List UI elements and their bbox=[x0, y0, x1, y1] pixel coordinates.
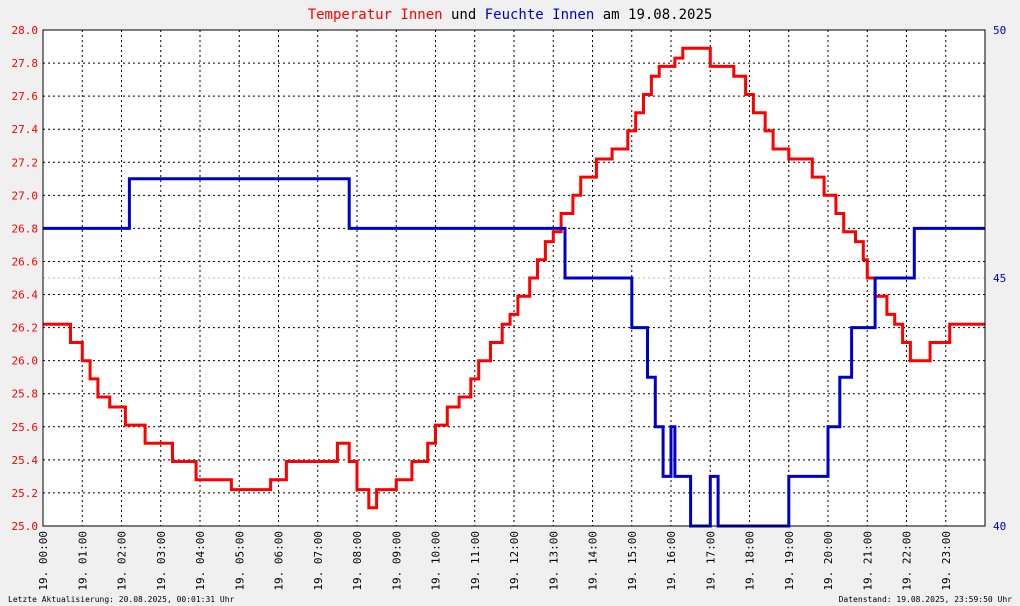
y-left-tick-label: 27.6 bbox=[12, 90, 39, 103]
y-left-tick-label: 26.2 bbox=[12, 322, 39, 335]
y-right-tick-label: 40 bbox=[993, 520, 1006, 533]
x-tick-label: 19. 03:00 bbox=[155, 531, 168, 591]
plot-frame bbox=[42, 29, 986, 527]
y-left-tick-label: 25.0 bbox=[12, 520, 39, 533]
y-left-tick-label: 25.2 bbox=[12, 487, 39, 500]
tick-labels: 19. 00:00 19. 01:00 19. 02:00 19. 03:00 19. … bbox=[12, 24, 1007, 591]
x-tick-label: 19. 11:00 bbox=[469, 531, 482, 591]
x-tick-label: 19. 12:00 bbox=[508, 531, 521, 591]
x-tick-label: 19. 23:00 bbox=[940, 531, 953, 591]
x-tick-label: 19. 09:00 bbox=[390, 531, 403, 591]
y-left-tick-label: 25.6 bbox=[12, 421, 39, 434]
x-tick-label: 19. 02:00 bbox=[116, 531, 129, 591]
y-left-tick-label: 26.8 bbox=[12, 222, 39, 235]
footer-last-update: Letzte Aktualisierung: 20.08.2025, 00:01… bbox=[8, 595, 235, 604]
x-tick-label: 19. 07:00 bbox=[312, 531, 325, 591]
title-part1: Temperatur Innen bbox=[308, 7, 443, 23]
x-tick-label: 19. 06:00 bbox=[273, 531, 286, 591]
x-tick-label: 19. 10:00 bbox=[430, 531, 443, 591]
y-left-tick-label: 26.4 bbox=[12, 289, 39, 302]
y-left-tick-label: 27.2 bbox=[12, 156, 39, 169]
x-tick-label: 19. 16:00 bbox=[665, 531, 678, 591]
x-tick-label: 19. 20:00 bbox=[822, 531, 835, 591]
x-tick-label: 19. 01:00 bbox=[76, 531, 89, 591]
x-tick-label: 19. 00:00 bbox=[37, 531, 50, 591]
y-left-tick-label: 27.4 bbox=[12, 123, 39, 136]
y-left-tick-label: 26.0 bbox=[12, 355, 39, 368]
series-line-temperature bbox=[43, 46, 985, 510]
footer-data-status: Datenstand: 19.08.2025, 23:59:50 Uhr bbox=[838, 595, 1012, 604]
x-tick-label: 19. 13:00 bbox=[547, 531, 560, 591]
y-right-tick-label: 50 bbox=[993, 24, 1006, 37]
title-part4: am 19.08.2025 bbox=[603, 7, 713, 23]
x-tick-label: 19. 05:00 bbox=[233, 531, 246, 591]
x-tick-label: 19. 18:00 bbox=[744, 531, 757, 591]
chart-title: Temperatur Innen und Feuchte Innen am 19… bbox=[308, 7, 713, 23]
x-tick-label: 19. 21:00 bbox=[861, 531, 874, 591]
x-tick-label: 19. 08:00 bbox=[351, 531, 364, 591]
x-tick-label: 19. 19:00 bbox=[783, 531, 796, 591]
series-line-humidity bbox=[43, 177, 985, 528]
x-tick-label: 19. 17:00 bbox=[704, 531, 717, 591]
y-left-tick-label: 25.4 bbox=[12, 454, 39, 467]
y-left-tick-label: 28.0 bbox=[12, 24, 39, 37]
x-tick-label: 19. 15:00 bbox=[626, 531, 639, 591]
y-left-tick-label: 25.8 bbox=[12, 388, 39, 401]
y-left-tick-label: 26.6 bbox=[12, 255, 39, 268]
x-tick-label: 19. 14:00 bbox=[587, 531, 600, 591]
x-tick-label: 19. 04:00 bbox=[194, 531, 207, 591]
title-part2: und bbox=[451, 7, 476, 23]
x-tick-label: 19. 22:00 bbox=[901, 531, 914, 591]
y-right-tick-label: 45 bbox=[993, 272, 1006, 285]
title-part3: Feuchte Innen bbox=[485, 7, 595, 23]
y-left-tick-label: 27.8 bbox=[12, 57, 39, 70]
y-left-tick-label: 27.0 bbox=[12, 189, 39, 202]
series-layer bbox=[43, 46, 985, 528]
